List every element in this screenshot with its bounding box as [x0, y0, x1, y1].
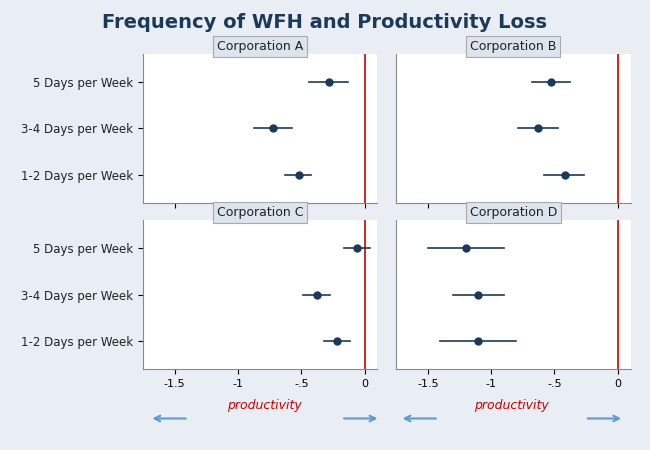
Title: Corporation B: Corporation B	[470, 40, 556, 53]
Title: Corporation A: Corporation A	[217, 40, 304, 53]
Text: productivity: productivity	[474, 399, 549, 411]
Title: Corporation D: Corporation D	[469, 206, 557, 219]
Title: Corporation C: Corporation C	[217, 206, 304, 219]
Text: Frequency of WFH and Productivity Loss: Frequency of WFH and Productivity Loss	[103, 14, 547, 32]
Text: productivity: productivity	[227, 399, 302, 411]
